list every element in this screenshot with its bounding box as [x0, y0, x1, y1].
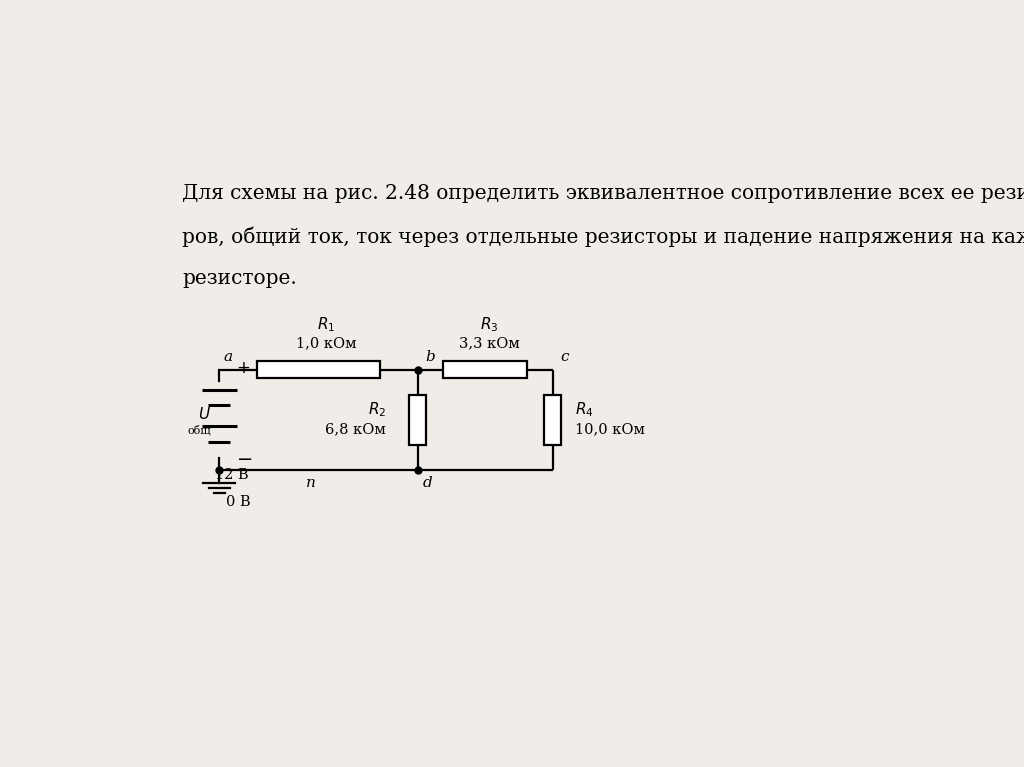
Text: ров, общий ток, ток через отдельные резисторы и падение напряжения на каждом: ров, общий ток, ток через отдельные рези…: [182, 226, 1024, 247]
Text: 1,0 кОм: 1,0 кОм: [296, 337, 356, 351]
Bar: [544, 395, 561, 445]
Text: $R_3$: $R_3$: [480, 315, 499, 334]
Text: a: a: [223, 350, 232, 364]
Text: 12 В: 12 В: [215, 468, 249, 482]
Text: c: c: [560, 350, 569, 364]
Text: общ: общ: [187, 425, 211, 436]
Text: $R_4$: $R_4$: [574, 400, 594, 419]
Text: b: b: [426, 350, 435, 364]
Text: Для схемы на рис. 2.48 определить эквивалентное сопротивление всех ее резисто-: Для схемы на рис. 2.48 определить эквива…: [182, 183, 1024, 202]
Text: $U$: $U$: [199, 406, 211, 422]
Bar: [409, 395, 426, 445]
Text: $R_1$: $R_1$: [317, 315, 336, 334]
Text: 3,3 кОм: 3,3 кОм: [459, 337, 519, 351]
Bar: [257, 360, 380, 378]
Text: резисторе.: резисторе.: [182, 268, 297, 288]
Text: 6,8 кОм: 6,8 кОм: [325, 423, 386, 436]
Text: +: +: [237, 360, 251, 377]
Text: −: −: [237, 450, 253, 469]
Text: n: n: [305, 476, 315, 490]
Text: 10,0 кОм: 10,0 кОм: [574, 423, 645, 436]
Bar: [443, 360, 527, 378]
Text: 0 В: 0 В: [225, 495, 250, 509]
Text: d: d: [423, 476, 432, 490]
Text: $R_2$: $R_2$: [368, 400, 386, 419]
